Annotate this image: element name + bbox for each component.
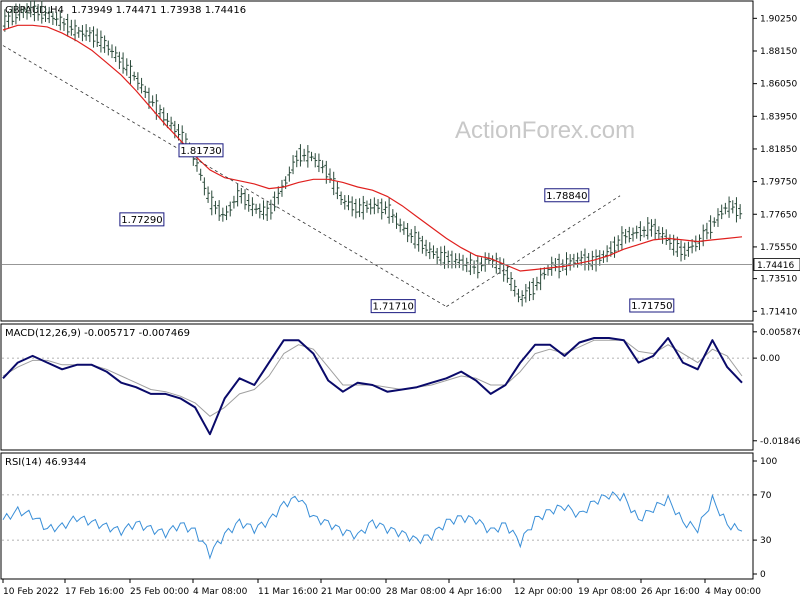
callout-box xyxy=(629,298,675,313)
macd-y-tick-label: -0.018463 xyxy=(760,437,800,447)
callout-label: 1.78840 xyxy=(546,191,587,202)
callout-box xyxy=(370,299,416,314)
callout-label: 1.77290 xyxy=(121,215,162,226)
callout-box xyxy=(178,143,224,158)
price-callout: 1.78840 xyxy=(544,188,590,203)
price-y-tick-label: 1.88150 xyxy=(760,47,797,57)
rsi-line xyxy=(2,491,743,560)
trendline-up xyxy=(446,195,621,307)
ohlc-quote: 1.73949 1.74471 1.73938 1.74416 xyxy=(71,5,246,16)
rsi-panel-title: RSI(14) 46.9344 xyxy=(5,457,86,468)
x-tick-label: 26 Apr 16:00 xyxy=(641,587,700,597)
price-y-tick-label: 1.75550 xyxy=(760,243,797,253)
price-y-tick-label: 1.79750 xyxy=(760,178,797,188)
x-tick-label: 12 Apr 00:00 xyxy=(514,587,573,597)
x-tick-label: 19 Apr 08:00 xyxy=(578,587,637,597)
price-y-tick-label: 1.73510 xyxy=(760,275,797,285)
trendline-down xyxy=(2,45,447,307)
x-tick-label: 4 Apr 16:00 xyxy=(449,587,502,597)
price-callout: 1.71710 xyxy=(370,299,416,314)
x-tick-label: 10 Feb 2022 xyxy=(3,587,59,597)
x-tick-label: 4 Mar 08:00 xyxy=(193,587,248,597)
axis-layer: 1.90250 1.88150 1.86050 1.83950 1.81850 1.797… xyxy=(2,14,800,597)
rsi-y-tick-label: 0 xyxy=(760,570,766,580)
macd-panel-title: MACD(12,26,9) -0.005717 -0.007469 xyxy=(5,328,190,339)
macd-line xyxy=(2,337,743,436)
price-callout: 1.81730 xyxy=(178,143,224,158)
rsi-y-tick-label: 100 xyxy=(760,457,777,467)
rsi-panel xyxy=(0,452,754,580)
x-tick-label: 11 Mar 16:00 xyxy=(258,587,318,597)
price-y-tick-label: 1.90250 xyxy=(760,14,797,24)
current-price-tag xyxy=(753,258,800,271)
current-price-label: 1.74416 xyxy=(757,261,794,271)
rsi-layer xyxy=(2,491,752,560)
x-tick-label: 25 Feb 00:00 xyxy=(130,587,189,597)
price-y-tick-label: 1.77650 xyxy=(760,210,797,220)
callout-label: 1.71710 xyxy=(372,302,413,313)
callout-box xyxy=(119,212,165,227)
price-layer: 1.81730 1.77290 1.71710 1.78840 1.71750 xyxy=(2,0,752,314)
x-tick-label: 28 Mar 08:00 xyxy=(386,587,446,597)
price-y-tick-label: 1.71410 xyxy=(760,307,797,317)
callout-label: 1.71750 xyxy=(631,301,672,312)
callout-box xyxy=(544,188,590,203)
price-y-tick-label: 1.83950 xyxy=(760,112,797,122)
x-tick-label: 21 Mar 00:00 xyxy=(321,587,381,597)
price-y-tick-label: 1.81850 xyxy=(760,145,797,155)
price-callout: 1.71750 xyxy=(629,298,675,313)
macd-layer xyxy=(2,337,752,436)
macd-y-tick-label: 0.005876 xyxy=(760,328,800,338)
price-panel xyxy=(0,0,754,322)
callout-label: 1.81730 xyxy=(180,146,221,157)
price-callout: 1.77290 xyxy=(119,212,165,227)
x-tick-label: 17 Feb 16:00 xyxy=(65,587,124,597)
macd-y-tick-label: 0.00 xyxy=(760,354,780,364)
watermark: ActionForex.com xyxy=(455,117,635,144)
rsi-y-tick-label: 30 xyxy=(760,536,772,546)
moving-average-line xyxy=(2,24,743,272)
x-tick-label: 4 May 00:00 xyxy=(705,587,761,597)
price-y-tick-label: 1.86050 xyxy=(760,80,797,90)
rsi-y-tick-label: 70 xyxy=(760,491,772,501)
